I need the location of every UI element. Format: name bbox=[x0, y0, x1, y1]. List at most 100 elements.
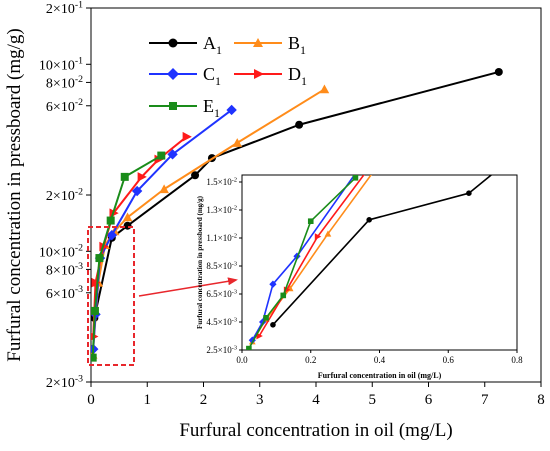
inset-x-axis: 0.0 0.2 0.4 0.6 0.8 bbox=[236, 350, 523, 365]
inset-point-a1 bbox=[514, 151, 520, 157]
legend-label-c1: C1 bbox=[203, 64, 221, 88]
inset-y-axis: 2.5×10-3 4.5×10-3 6.5×10-3 8.5×10-3 1.1×10-2… bbox=[206, 176, 242, 355]
legend-item-d1: D1 bbox=[234, 64, 307, 88]
main-x-tick-label: 1 bbox=[144, 392, 152, 408]
inset-y-tick-label: 2.5×10-3 bbox=[206, 344, 237, 355]
main-y-tick-label: 10×10-1 bbox=[39, 56, 83, 74]
legend-item-a1: A1 bbox=[149, 33, 222, 57]
inset-point-a1 bbox=[270, 322, 276, 328]
main-point-e1 bbox=[106, 216, 115, 225]
main-point-e1 bbox=[91, 306, 99, 315]
main-point-a1 bbox=[494, 67, 503, 76]
main-y-tick-label: 2×10-2 bbox=[46, 186, 83, 204]
legend-marker-a1 bbox=[168, 38, 178, 48]
main-y-tick-label: 8×10-3 bbox=[46, 261, 83, 279]
legend: A1 B1 C1 D1 E1 bbox=[149, 33, 307, 120]
inset-x-tick-label: 0.8 bbox=[511, 355, 523, 365]
main-point-d1 bbox=[182, 131, 192, 142]
inset-x-tick-label: 0.4 bbox=[374, 355, 386, 365]
inset-series-line-a1 bbox=[272, 175, 493, 326]
inset-point-b1 bbox=[383, 151, 390, 157]
legend-label-e1: E1 bbox=[203, 96, 220, 120]
main-point-b1 bbox=[232, 138, 243, 147]
main-y-tick-label: 2×10-1 bbox=[46, 0, 83, 17]
main-point-d1 bbox=[91, 277, 101, 288]
main-point-b1 bbox=[159, 184, 169, 194]
legend-label-b1: B1 bbox=[288, 33, 306, 57]
inset-point-a1 bbox=[466, 190, 472, 196]
inset-point-a1 bbox=[366, 217, 372, 223]
main-point-e1 bbox=[120, 172, 129, 181]
main-point-c1 bbox=[131, 185, 143, 197]
inset-x-tick-label: 0.0 bbox=[236, 355, 248, 365]
legend-marker-d1 bbox=[254, 69, 264, 79]
main-x-axis-label: Furfural concentration in oil (mg/L) bbox=[179, 420, 452, 441]
legend-item-b1: B1 bbox=[234, 33, 306, 57]
inset-point-b1 bbox=[324, 230, 332, 237]
main-y-axis: 2×10-3 6×10-3 8×10-310×10-2 2×10-2 6×10-2 8×1… bbox=[39, 0, 91, 391]
main-x-tick-label: 2 bbox=[200, 392, 208, 408]
main-point-b1 bbox=[319, 84, 330, 94]
inset-point-e1 bbox=[246, 345, 252, 350]
zoom-region-box bbox=[87, 226, 135, 366]
main-x-tick-label: 5 bbox=[369, 392, 377, 408]
inset-point-e1 bbox=[352, 175, 359, 181]
inset-series-line-d1 bbox=[258, 175, 365, 337]
inset-point-e1 bbox=[307, 218, 314, 224]
main-point-a1 bbox=[191, 171, 200, 180]
legend-marker-c1 bbox=[167, 68, 179, 80]
main-x-tick-label: 7 bbox=[481, 392, 489, 408]
inset-point-d1 bbox=[256, 332, 263, 340]
main-y-tick-label: 2×10-3 bbox=[46, 373, 83, 391]
inset-point-c1 bbox=[269, 280, 277, 288]
main-point-c1 bbox=[167, 149, 178, 160]
inset-x-tick-label: 0.2 bbox=[305, 355, 316, 365]
main-y-tick-label: 6×10-3 bbox=[46, 284, 83, 302]
legend-marker-b1 bbox=[253, 38, 263, 47]
inset-y-tick-label: 4.5×10-3 bbox=[206, 316, 237, 327]
inset-plot-area: 2.5×10-3 4.5×10-3 6.5×10-3 8.5×10-3 1.1×10-2… bbox=[196, 150, 523, 380]
main-series-line-e1 bbox=[91, 154, 162, 358]
main-series-line-d1 bbox=[92, 135, 188, 337]
main-point-b1 bbox=[122, 212, 133, 222]
zoom-arrow bbox=[138, 277, 238, 297]
inset-point-e1 bbox=[263, 315, 269, 321]
inset-point-d1 bbox=[377, 151, 383, 158]
main-series-group bbox=[91, 67, 503, 362]
inset-point-c1 bbox=[248, 336, 256, 344]
inset-y-axis-label: Furfural concentration in pressboard (mg… bbox=[196, 195, 204, 329]
inset-y-tick-label: 8.5×10-3 bbox=[206, 260, 237, 271]
inset-series-group bbox=[246, 150, 520, 350]
legend-item-c1: C1 bbox=[149, 64, 221, 88]
legend-label-d1: D1 bbox=[288, 64, 307, 88]
main-y-tick-label: 6×10-2 bbox=[46, 97, 83, 115]
inset-y-tick-label: 1.3×10-2 bbox=[206, 204, 237, 215]
main-plot-area: 2×10-3 6×10-3 8×10-310×10-2 2×10-2 6×10-2 8×1… bbox=[4, 0, 545, 441]
main-point-e1 bbox=[157, 151, 166, 160]
inset-y-tick-label: 1.1×10-2 bbox=[206, 232, 237, 243]
inset-y-tick-label: 6.5×10-3 bbox=[206, 288, 237, 299]
main-y-tick-label: 10×10-2 bbox=[39, 243, 83, 261]
main-x-tick-label: 6 bbox=[425, 392, 433, 408]
main-x-tick-label: 3 bbox=[256, 392, 264, 408]
main-series-line-c1 bbox=[92, 109, 233, 350]
main-point-e1 bbox=[95, 254, 104, 263]
main-x-tick-label: 4 bbox=[312, 392, 320, 408]
main-point-c1 bbox=[226, 104, 237, 116]
inset-point-c1 bbox=[366, 150, 373, 157]
main-point-c1 bbox=[106, 229, 118, 241]
inset-plot-frame bbox=[241, 174, 518, 351]
inset-x-tick-label: 0.6 bbox=[443, 355, 455, 365]
main-point-e1 bbox=[91, 353, 97, 362]
main-x-tick-label: 0 bbox=[87, 392, 95, 408]
main-x-tick-label: 8 bbox=[537, 392, 545, 408]
inset-x-axis-label: Furfural concentration in oil (mg/L) bbox=[318, 371, 442, 380]
legend-label-a1: A1 bbox=[203, 33, 222, 57]
inset-point-e1 bbox=[280, 292, 287, 299]
main-point-d1 bbox=[137, 172, 147, 182]
legend-marker-e1 bbox=[169, 102, 177, 110]
main-point-a1 bbox=[123, 221, 132, 230]
main-y-tick-label: 8×10-2 bbox=[46, 74, 83, 92]
legend-item-e1: E1 bbox=[149, 96, 220, 120]
